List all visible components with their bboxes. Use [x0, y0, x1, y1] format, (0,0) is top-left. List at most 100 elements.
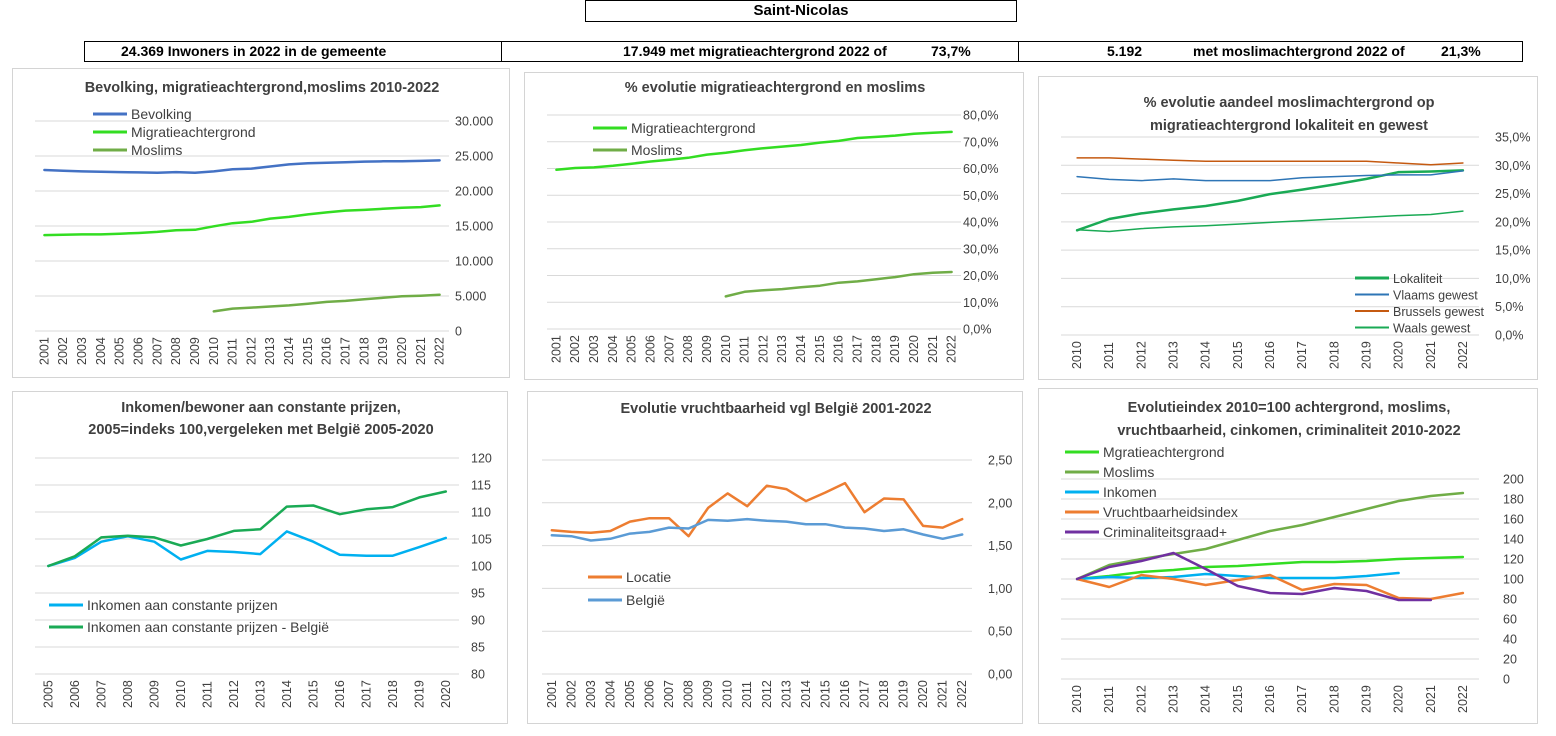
x-tick-label: 2014 [282, 337, 296, 365]
x-tick-label: 2021 [936, 680, 950, 708]
y-tick-label: 30,0% [963, 242, 998, 256]
x-tick-label: 2020 [439, 680, 453, 708]
x-tick-label: 2002 [564, 680, 578, 708]
y-tick-label: 80 [471, 668, 485, 682]
chart-panel-index: Evolutieindex 2010=100 achtergrond, mosl… [1038, 388, 1538, 724]
chart-title: vruchtbaarheid, cinkomen, criminaliteit … [1117, 423, 1460, 439]
legend-label: Criminaliteitsgraad+ [1103, 524, 1227, 540]
x-tick-label: 2017 [359, 680, 373, 708]
x-tick-label: 2019 [412, 680, 426, 708]
y-tick-label: 30.000 [455, 115, 493, 129]
y-tick-label: 2,00 [988, 496, 1012, 510]
x-tick-label: 2007 [662, 335, 676, 363]
chart-title: Evolutie vruchtbaarheid vgl België 2001-… [620, 401, 931, 417]
y-tick-label: 1,50 [988, 539, 1012, 553]
x-tick-label: 2015 [301, 337, 315, 365]
x-tick-label: 2017 [1295, 685, 1309, 713]
x-tick-label: 2013 [1167, 685, 1181, 713]
x-tick-label: 2011 [740, 681, 754, 708]
x-tick-label: 2015 [1231, 341, 1245, 369]
muslim-count-stat: 5.192 [1107, 43, 1143, 59]
series-line-4 [1076, 210, 1464, 233]
divider [1018, 42, 1019, 61]
y-tick-label: 0,50 [988, 625, 1012, 639]
y-tick-label: 20,0% [1495, 215, 1530, 229]
x-tick-label: 2009 [147, 680, 161, 708]
legend-label: Inkomen aan constante prijzen [87, 597, 278, 613]
x-tick-label: 2015 [1231, 685, 1245, 713]
x-tick-label: 2016 [320, 337, 334, 365]
legend-label: Brussels gewest [1393, 305, 1485, 319]
x-tick-label: 2005 [623, 680, 637, 708]
y-tick-label: 60,0% [963, 162, 998, 176]
x-tick-label: 2021 [414, 337, 428, 365]
x-tick-label: 2008 [169, 337, 183, 365]
y-tick-label: 90 [471, 614, 485, 628]
x-tick-label: 2004 [94, 337, 108, 365]
x-tick-label: 2016 [1263, 341, 1277, 369]
x-tick-label: 2013 [253, 680, 267, 708]
y-tick-label: 2,50 [988, 454, 1012, 468]
x-tick-label: 2022 [955, 680, 969, 708]
y-tick-label: 50,0% [963, 189, 998, 203]
y-tick-label: 60 [1503, 613, 1517, 627]
y-tick-label: 40,0% [963, 216, 998, 230]
x-tick-label: 2007 [150, 337, 164, 365]
x-tick-label: 2008 [682, 680, 696, 708]
y-tick-label: 180 [1503, 493, 1524, 507]
legend-label: Vruchtbaarheidsindex [1103, 504, 1238, 520]
y-tick-label: 10.000 [455, 255, 493, 269]
x-tick-label: 2013 [779, 680, 793, 708]
x-tick-label: 2018 [877, 680, 891, 708]
x-tick-label: 2022 [1456, 685, 1470, 713]
y-tick-label: 100 [471, 560, 492, 574]
y-tick-label: 0,0% [1495, 329, 1524, 343]
x-tick-label: 2008 [681, 335, 695, 363]
x-tick-label: 2010 [174, 680, 188, 708]
legend-label: België [626, 592, 665, 608]
x-tick-label: 2016 [838, 680, 852, 708]
x-tick-label: 2020 [916, 680, 930, 708]
y-tick-label: 5.000 [455, 290, 486, 304]
y-tick-label: 15,0% [1495, 244, 1530, 258]
x-tick-label: 2007 [94, 680, 108, 708]
x-tick-label: 2016 [333, 680, 347, 708]
series-line-1 [47, 530, 448, 568]
series-line-2 [43, 204, 441, 237]
chart-title: migratieachtergrond lokaliteit en gewest [1150, 118, 1428, 134]
legend-label: Vlaams gewest [1393, 289, 1478, 303]
y-tick-label: 15.000 [455, 220, 493, 234]
y-tick-label: 25,0% [1495, 187, 1530, 201]
x-tick-label: 2003 [584, 680, 598, 708]
legend-label: Moslims [631, 142, 682, 158]
x-tick-label: 2006 [643, 680, 657, 708]
x-tick-label: 2020 [1392, 685, 1406, 713]
y-tick-label: 30,0% [1495, 159, 1530, 173]
x-tick-label: 2003 [75, 337, 89, 365]
x-tick-label: 2007 [662, 680, 676, 708]
y-tick-label: 1,00 [988, 582, 1012, 596]
x-tick-label: 2011 [226, 338, 240, 365]
x-tick-label: 2014 [280, 680, 294, 708]
legend-label: Bevolking [131, 106, 192, 122]
x-tick-label: 2016 [832, 335, 846, 363]
y-tick-label: 70,0% [963, 135, 998, 149]
x-tick-label: 2012 [1134, 685, 1148, 713]
y-tick-label: 80,0% [963, 109, 998, 123]
x-tick-label: 2001 [37, 337, 51, 365]
x-tick-label: 2010 [1070, 685, 1084, 713]
series-line-2 [47, 490, 448, 568]
series-line-2 [724, 270, 953, 298]
x-tick-label: 2001 [545, 680, 559, 708]
x-tick-label: 2011 [1102, 686, 1116, 713]
x-tick-label: 2019 [376, 337, 390, 365]
legend-label: Waals gewest [1393, 322, 1471, 336]
y-tick-label: 120 [1503, 553, 1524, 567]
x-tick-label: 2010 [1070, 341, 1084, 369]
legend-label: Migratieachtergrond [131, 124, 256, 140]
x-tick-label: 2014 [799, 680, 813, 708]
series-line-2 [550, 517, 964, 542]
y-tick-label: 85 [471, 641, 485, 655]
x-tick-label: 2013 [263, 337, 277, 365]
y-tick-label: 25.000 [455, 150, 493, 164]
